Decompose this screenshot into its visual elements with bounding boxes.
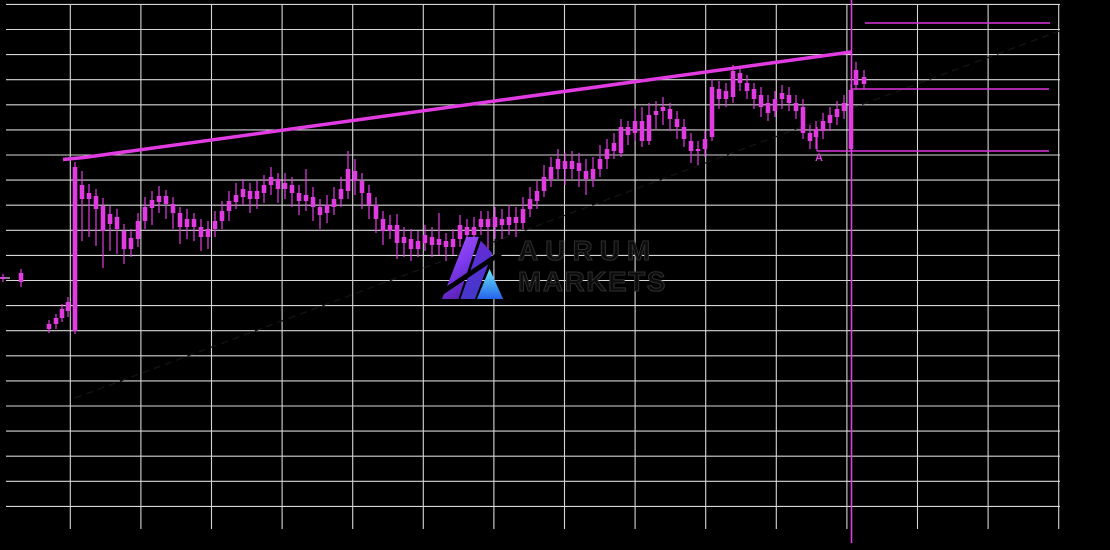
- candlesticks: [0, 62, 867, 334]
- trendline: [62, 50, 852, 162]
- annotation-a-label: A: [815, 152, 823, 164]
- hidden-diagonal-line: [74, 29, 1063, 399]
- gridlines: [0, 3, 1060, 529]
- svg-text:A: A: [815, 152, 823, 164]
- price-level-lines: [816, 22, 1050, 152]
